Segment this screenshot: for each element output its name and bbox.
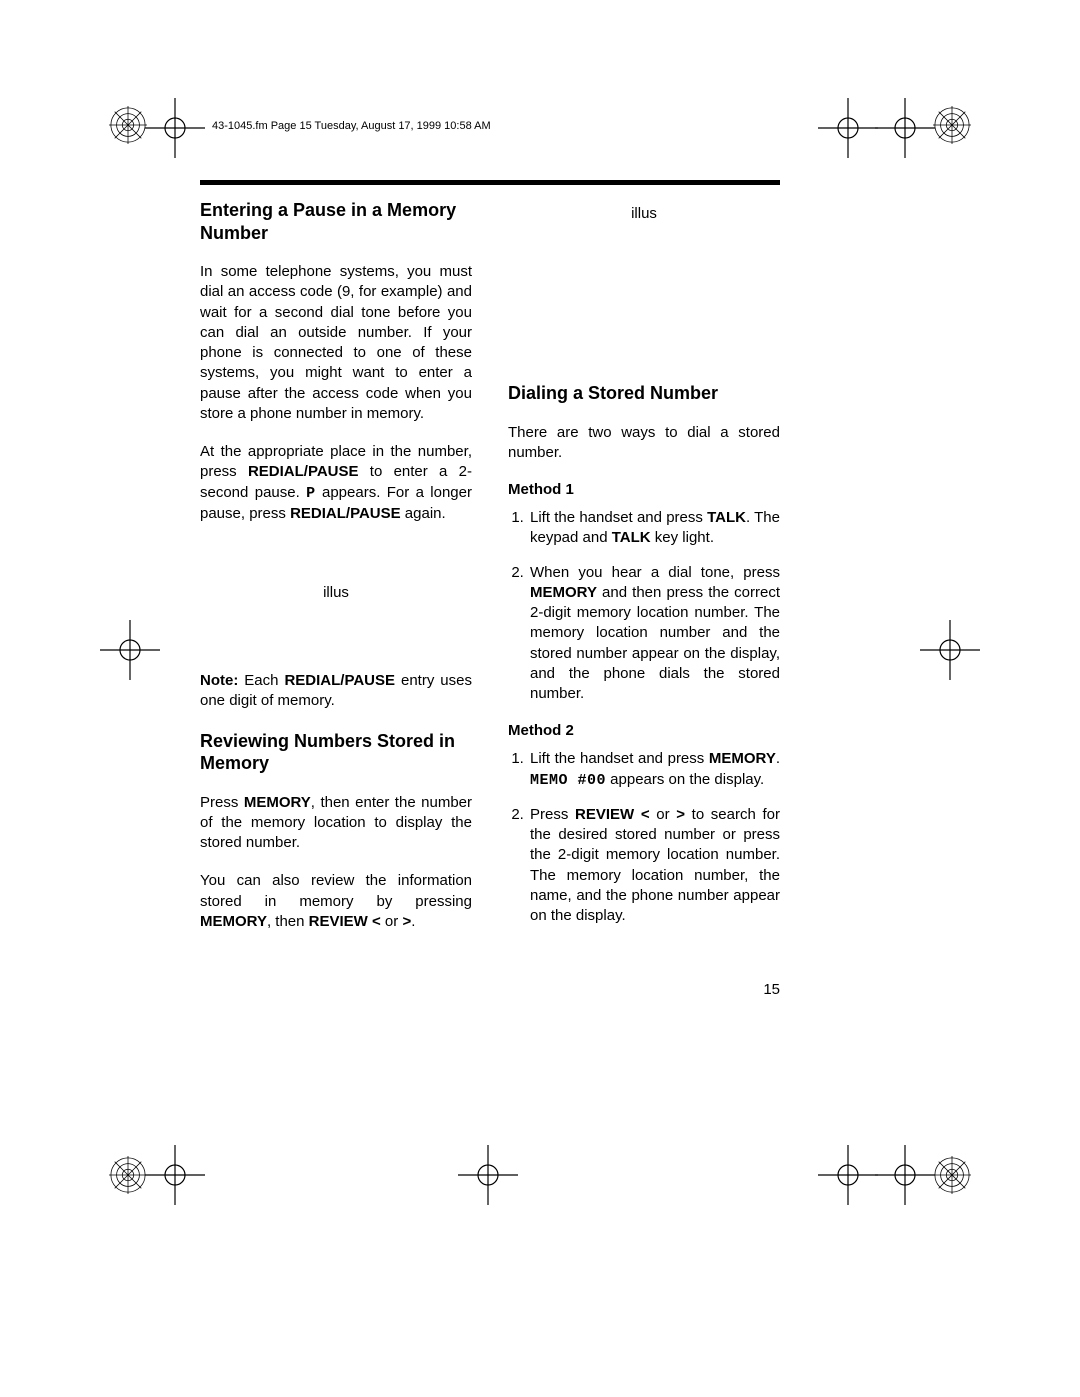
body-text: You can also review the information stor… [200,871,472,932]
body-text: There are two ways to dial a stored numb… [508,423,780,464]
crop-mark-icon [458,1145,518,1205]
print-rosette-tl [109,106,147,144]
print-rosette-br [933,1156,971,1194]
crop-mark-icon [818,98,878,158]
list-item: Lift the handset and press TALK. The key… [528,508,780,549]
crop-mark-icon [145,1145,205,1205]
crop-mark-icon [145,98,205,158]
horizontal-rule [200,180,780,185]
heading-dialing-stored: Dialing a Stored Number [508,382,780,405]
header-line: 43-1045.fm Page 15 Tuesday, August 17, 1… [212,120,780,132]
crop-mark-icon [920,620,980,680]
heading-entering-pause: Entering a Pause in a Memory Number [200,199,472,244]
crop-mark-icon [875,98,935,158]
body-text: In some telephone systems, you must dial… [200,262,472,424]
method-2-list: Lift the handset and press MEMORY. MEMO … [508,749,780,926]
body-text: At the appropriate place in the number, … [200,442,472,524]
left-column: Entering a Pause in a Memory Number In s… [200,199,472,950]
print-rosette-tr [933,106,971,144]
list-item: When you hear a dial tone, press MEMORY … [528,563,780,705]
heading-reviewing-numbers: Reviewing Numbers Stored in Memory [200,730,472,775]
subheading-method-1: Method 1 [508,481,780,498]
crop-mark-icon [100,620,160,680]
illustration-placeholder: illus [200,584,472,601]
page-content: 43-1045.fm Page 15 Tuesday, August 17, 1… [200,120,780,950]
right-column: illus Dialing a Stored Number There are … [508,199,780,950]
crop-mark-icon [818,1145,878,1205]
note-text: Note: Each REDIAL/PAUSE entry uses one d… [200,671,472,712]
two-column-layout: Entering a Pause in a Memory Number In s… [200,199,780,950]
method-1-list: Lift the handset and press TALK. The key… [508,508,780,704]
subheading-method-2: Method 2 [508,722,780,739]
list-item: Lift the handset and press MEMORY. MEMO … [528,749,780,791]
illustration-placeholder: illus [508,205,780,222]
list-item: Press REVIEW < or > to search for the de… [528,805,780,927]
crop-mark-icon [875,1145,935,1205]
page-number: 15 [763,981,780,998]
body-text: Press MEMORY, then enter the number of t… [200,793,472,854]
print-rosette-bl [109,1156,147,1194]
